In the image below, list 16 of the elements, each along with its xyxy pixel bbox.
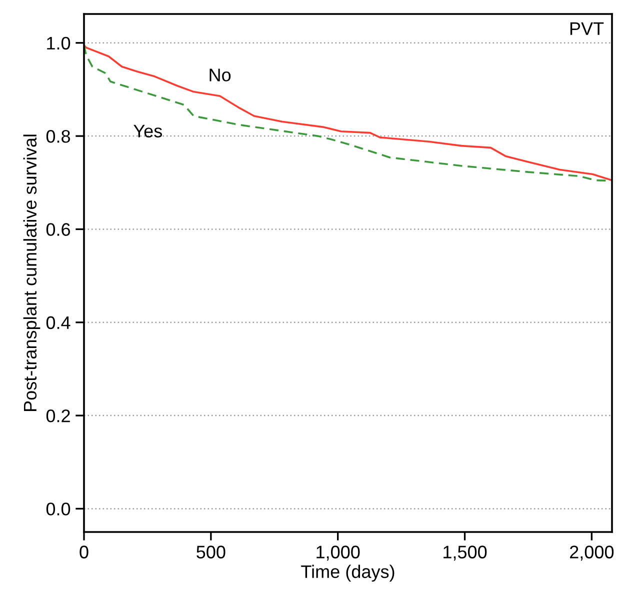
x-tick-label: 2,000 xyxy=(570,546,614,561)
legend-title: PVT xyxy=(570,22,604,35)
x-tick-label: 0 xyxy=(80,546,88,558)
x-tick-label: 1,000 xyxy=(316,546,360,561)
y-tick-label: 1.0 xyxy=(47,36,70,50)
x-tick-label: 500 xyxy=(196,546,226,558)
series-label: Yes xyxy=(134,124,162,138)
x-axis-title: Time (days) xyxy=(301,564,394,582)
y-tick-label: 0.0 xyxy=(46,502,70,516)
y-tick-label: 0.6 xyxy=(46,223,70,236)
y-tick-label: 0.8 xyxy=(46,130,70,143)
y-tick-label: 0.2 xyxy=(46,409,70,422)
y-tick-label: 0.4 xyxy=(46,316,70,330)
series-label: No xyxy=(210,68,231,82)
y-axis-title: Post-transplant cumulative survival xyxy=(23,134,40,411)
x-tick-label: 1,500 xyxy=(444,546,487,561)
